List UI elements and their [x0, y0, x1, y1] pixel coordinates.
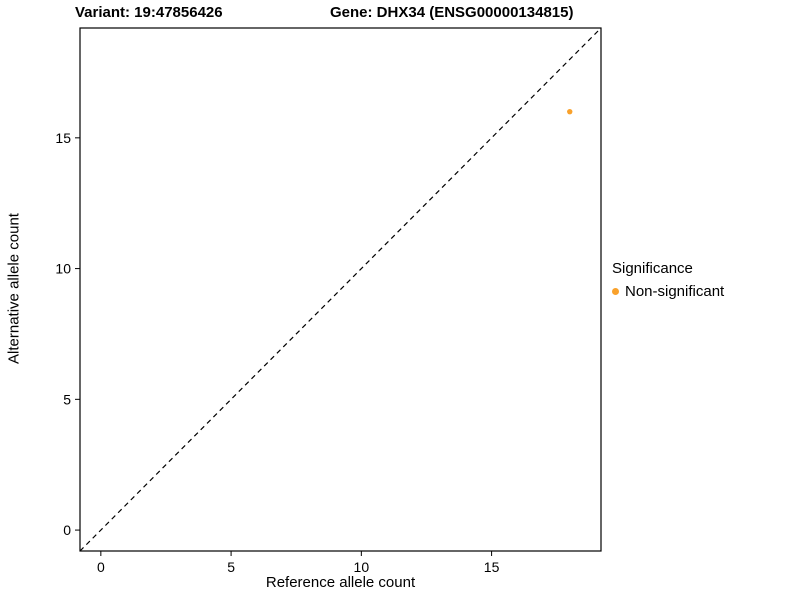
legend-item-label: Non-significant — [625, 283, 725, 300]
legend: Significance Non-significant — [612, 260, 724, 300]
variant-title: Variant: 19:47856426 — [75, 4, 223, 21]
identity-dashed-line — [79, 27, 602, 552]
y-tick-label: 10 — [55, 261, 71, 277]
legend-dot-icon — [612, 288, 619, 295]
x-axis-label: Reference allele count — [265, 574, 416, 591]
x-tick-label: 0 — [97, 559, 105, 575]
x-tick-label: 5 — [227, 559, 235, 575]
y-tick-label: 0 — [63, 522, 71, 538]
gene-title: Gene: DHX34 (ENSG00000134815) — [330, 4, 574, 21]
x-tick-label: 10 — [354, 559, 370, 575]
legend-title: Significance — [612, 260, 693, 277]
data-point — [567, 108, 573, 115]
y-tick-label: 5 — [63, 391, 71, 407]
x-tick-label: 15 — [484, 559, 500, 575]
y-tick-label: 15 — [55, 130, 71, 146]
legend-item: Non-significant — [612, 283, 724, 300]
y-axis-label: Alternative allele count — [5, 213, 23, 364]
